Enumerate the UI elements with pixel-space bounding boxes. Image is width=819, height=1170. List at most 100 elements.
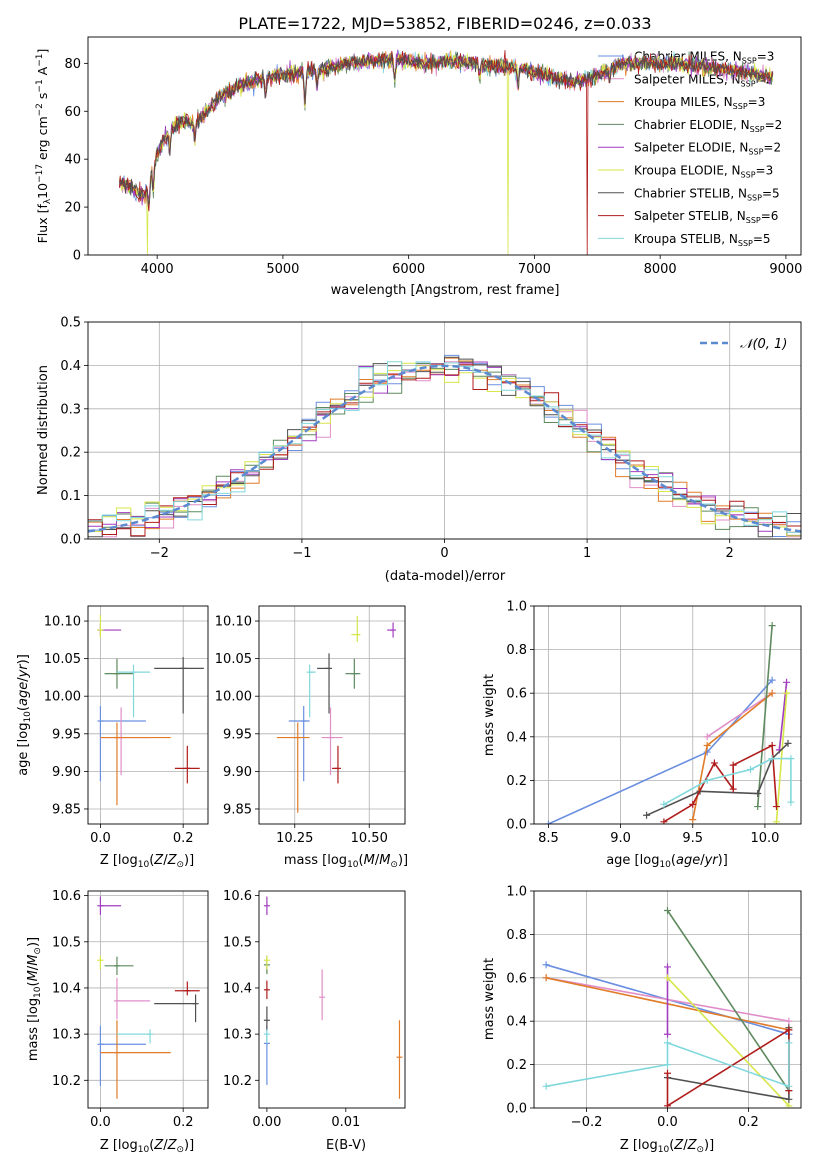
point-kroupa-miles [276, 722, 310, 813]
y-tick-label: 60 [64, 105, 81, 120]
weight-marker [768, 689, 776, 697]
y-tick-label: 0.2 [506, 774, 527, 789]
y-tick-label: 10.3 [223, 1028, 252, 1043]
point-kroupa-stelib [116, 1029, 154, 1044]
y-tick-label: 9.85 [223, 802, 252, 817]
mass-vs-metallicity-panel: Z [log10(Z/Z⊙)] mass [log10(M/M⊙)] 0.0 0.… [26, 889, 209, 1155]
spectrum-frame [87, 36, 802, 256]
massweight-vs-Z-plot-area [534, 891, 801, 1108]
point-salpeter-stelib [174, 981, 200, 996]
age-vs-Z-frame [87, 605, 209, 825]
mZ-x-label: Z [log10(Z/Z⊙)] [100, 1138, 194, 1155]
weight-marker [783, 678, 791, 686]
weight-marker [542, 974, 550, 982]
residuals-panel: (data-model)/error Normed distribution 𝒩… [36, 316, 802, 584]
x-tick-label: 6000 [392, 262, 425, 277]
ageZ-y-label: age [log10(age/yr)] [16, 654, 33, 776]
x-tick-label: 0.01 [331, 1115, 360, 1130]
weight-marker [785, 1026, 793, 1034]
weight-line-chabrier-miles [544, 676, 776, 824]
y-tick-label: 10.4 [223, 981, 252, 996]
y-tick-label: 9.90 [52, 765, 81, 780]
massweight-vs-Z-frame [533, 890, 802, 1109]
point-kroupa-elodie [97, 955, 104, 970]
weight-marker [754, 789, 762, 797]
weight-marker [643, 811, 651, 819]
weight-marker [754, 803, 762, 811]
weight-marker [785, 1095, 793, 1103]
weight-marker [703, 776, 711, 784]
x-tick-label: 1 [583, 546, 591, 561]
y-tick-label: 10.3 [52, 1028, 81, 1043]
y-tick-label: 0.4 [506, 730, 527, 745]
point-chabrier-stelib [317, 653, 333, 714]
age-vs-metallicity-panel: Z [log10(Z/Z⊙)] age [log10(age/yr)] 0.0 0… [16, 605, 209, 870]
age-vs-mass-panel: mass [log10(M/M⊙)] 10.25 10.50 9.85 9.90 9.9… [215, 605, 408, 870]
weight-marker [787, 755, 795, 763]
mwAge-y-label: mass weight [482, 674, 497, 756]
x-tick-label: 0.2 [173, 1115, 194, 1130]
weight-line-chabrier-stelib [664, 1024, 793, 1103]
y-tick-label: 10.5 [223, 935, 252, 950]
weight-marker [785, 1017, 793, 1025]
point-salpeter-miles [321, 707, 343, 776]
x-tick-label: 0.0 [90, 1115, 111, 1130]
weight-marker [664, 963, 671, 971]
point-salpeter-stelib [263, 980, 270, 1000]
mwZ-x-label: Z [log10(Z/Z⊙)] [620, 1138, 714, 1155]
y-tick-label: 20 [64, 201, 81, 216]
point-kroupa-miles [396, 1020, 403, 1099]
point-salpeter-miles [100, 707, 151, 776]
y-tick-label: 10.10 [44, 615, 81, 630]
point-chabrier-miles [288, 705, 310, 782]
weight-marker [542, 1082, 550, 1090]
legend-label-kroupa-stelib: Kroupa STELIB, NSSP=5 [634, 232, 771, 248]
weight-line-kroupa-miles [689, 689, 776, 824]
residuals-y-label: Normed distribution [36, 365, 51, 495]
point-salpeter-elodie [97, 896, 122, 916]
spectrum-x-label: wavelength [Angstrom, rest frame] [331, 283, 560, 298]
weight-line-kroupa-elodie [664, 974, 793, 1108]
point-chabrier-stelib [154, 994, 199, 1023]
age-vs-Z-plot-area [88, 606, 208, 824]
massweight-vs-age-panel: age [log10(age/yr)] mass weight 8.5 9.0 9.… [482, 600, 802, 870]
x-tick-label: 9.0 [610, 831, 631, 846]
y-tick-label: 0.4 [506, 1015, 527, 1030]
normal-reference-curve [88, 364, 801, 533]
y-tick-label: 0.0 [506, 1102, 527, 1117]
weight-marker [664, 907, 671, 915]
legend-label-kroupa-miles: Kroupa MILES, NSSP=3 [634, 95, 765, 111]
mass-vs-ebv-panel: E(B-V) 0.00 0.01 10.2 10.3 10.4 10.5 10.6 [223, 889, 406, 1153]
weight-line-chabrier-stelib [643, 739, 792, 819]
residuals-legend: 𝒩(0, 1) [700, 337, 787, 352]
mass-vs-ebv-plot-area [263, 896, 403, 1099]
point-kroupa-stelib [306, 664, 316, 718]
age-vs-mass-frame [258, 605, 406, 825]
x-tick-label: 0.00 [252, 1115, 281, 1130]
mZ-y-label: mass [log10(M/M⊙)] [26, 937, 43, 1061]
weight-marker [689, 800, 697, 808]
y-tick-label: 0.3 [60, 402, 81, 417]
age-vs-mass-plot-area [259, 606, 405, 824]
y-tick-label: 10.6 [223, 889, 252, 904]
spectrum-panel: wavelength [Angstrom, rest frame] Flux [… [35, 36, 802, 298]
mwAge-x-label: age [log10(age/yr)] [606, 853, 728, 870]
y-tick-label: 10.05 [44, 652, 81, 667]
point-kroupa-elodie [351, 615, 361, 643]
y-tick-label: 0.8 [506, 928, 527, 943]
weight-marker [664, 1039, 671, 1047]
y-tick-label: 9.95 [52, 727, 81, 742]
weight-marker [660, 818, 668, 824]
weight-marker [729, 785, 737, 793]
legend-label-chabrier-elodie: Chabrier ELODIE, NSSP=2 [634, 118, 782, 134]
y-tick-label: 0.0 [60, 533, 81, 548]
weight-marker [768, 676, 776, 684]
weight-marker [768, 742, 776, 750]
point-chabrier-elodie [104, 658, 134, 689]
weight-marker [729, 761, 737, 769]
legend-label-kroupa-elodie: Kroupa ELODIE, NSSP=3 [634, 164, 773, 180]
point-salpeter-elodie [263, 896, 270, 916]
x-tick-label: 0.0 [657, 1115, 678, 1130]
spectrum-line-chabrier-stelib [119, 51, 774, 206]
y-tick-label: 10.2 [52, 1074, 81, 1089]
